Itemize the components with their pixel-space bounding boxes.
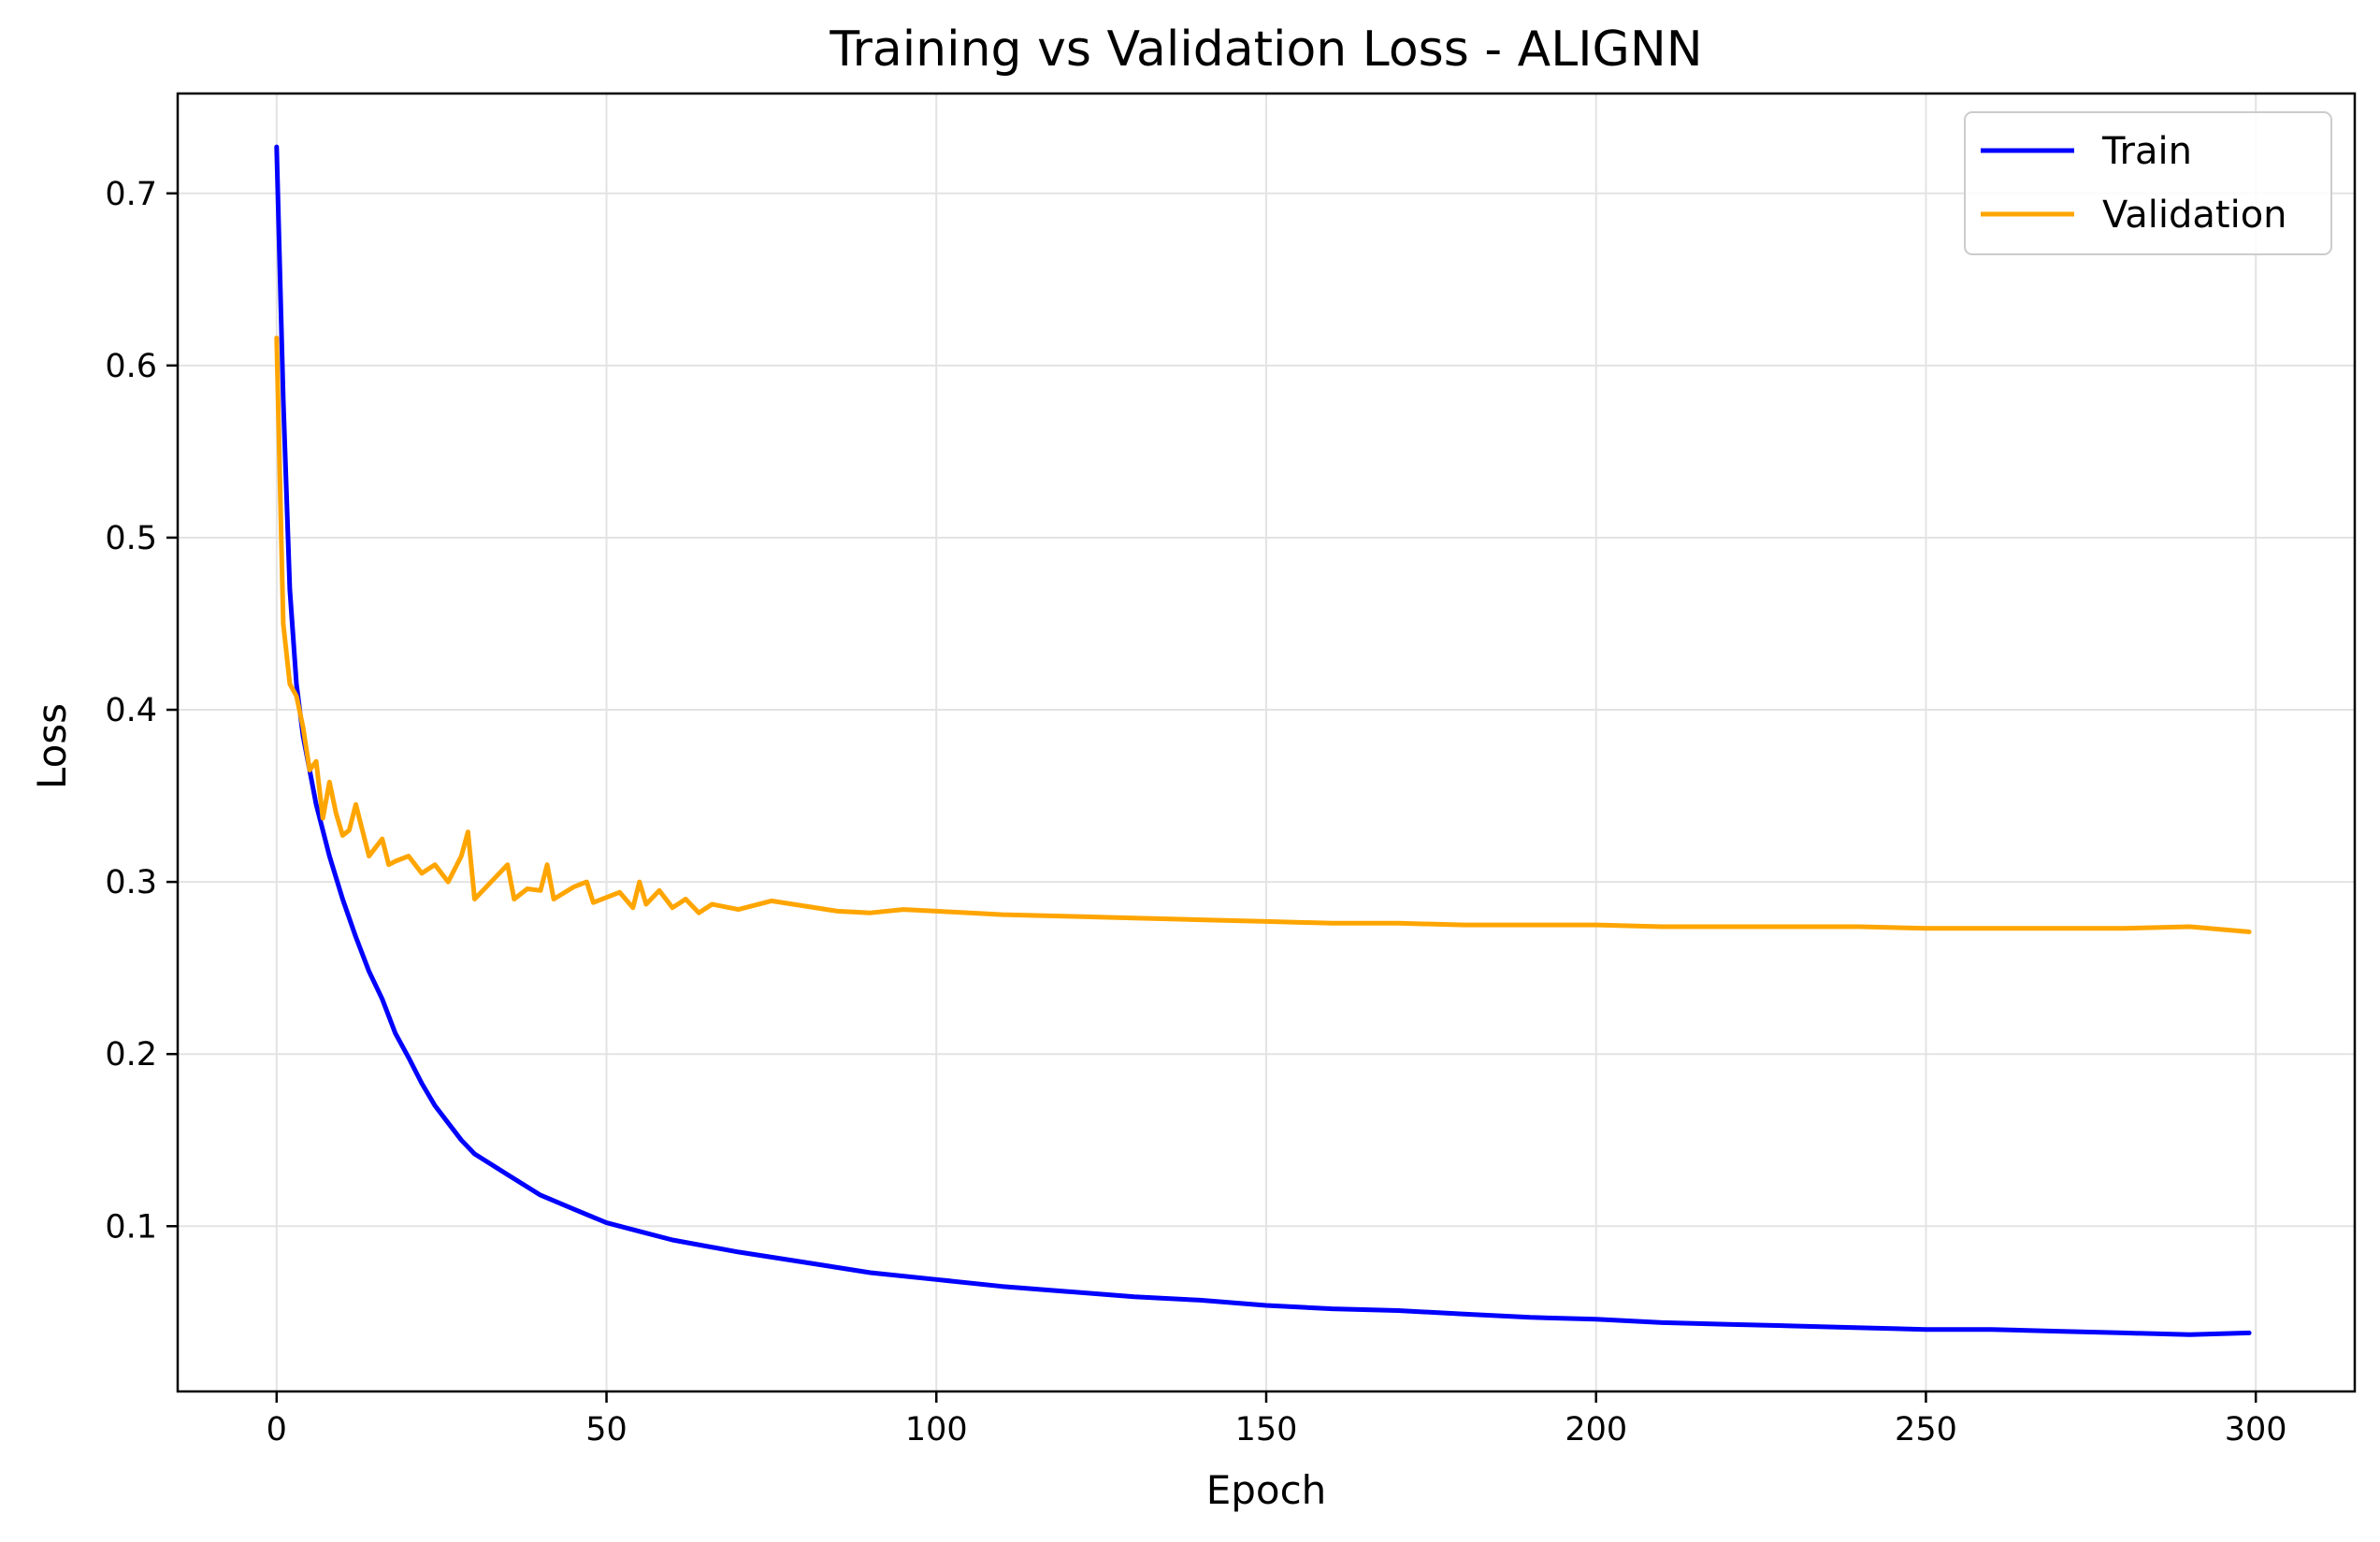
y-tick-label: 0.1: [105, 1208, 157, 1246]
y-tick-label: 0.6: [105, 348, 157, 385]
series-line-validation: [274, 335, 2252, 934]
x-tick-label: 250: [1895, 1411, 1957, 1448]
x-tick-label: 150: [1235, 1411, 1298, 1448]
y-tick-label: 0.2: [105, 1036, 157, 1074]
legend: Train Validation: [1964, 111, 2332, 255]
y-tick-label: 0.5: [105, 520, 157, 557]
y-tick-label: 0.4: [105, 692, 157, 729]
grid-lines: [178, 94, 2355, 1391]
x-tick-label: 50: [585, 1411, 627, 1448]
series-line-train: [274, 144, 2252, 1337]
y-tick-label: 0.3: [105, 864, 157, 901]
y-axis-label: Loss: [29, 703, 75, 789]
axis-ticks: 0 50 100 150 200 250 300 0.1 0.2 0.3 0.4 0.5 0.6 0.7: [105, 176, 2286, 1448]
legend-label-train: Train: [2101, 130, 2192, 173]
y-tick-label: 0.7: [105, 176, 157, 213]
x-tick-label: 200: [1565, 1411, 1627, 1448]
chart-title: Training vs Validation Loss - ALIGNN: [829, 22, 1702, 78]
series-lines: [274, 144, 2252, 1337]
x-axis-label: Epoch: [1206, 1467, 1327, 1513]
legend-label-validation: Validation: [2102, 194, 2287, 237]
x-tick-label: 100: [905, 1411, 968, 1448]
x-tick-label: 300: [2225, 1411, 2287, 1448]
legend-box: [1964, 111, 2332, 255]
x-tick-label: 0: [267, 1411, 287, 1448]
